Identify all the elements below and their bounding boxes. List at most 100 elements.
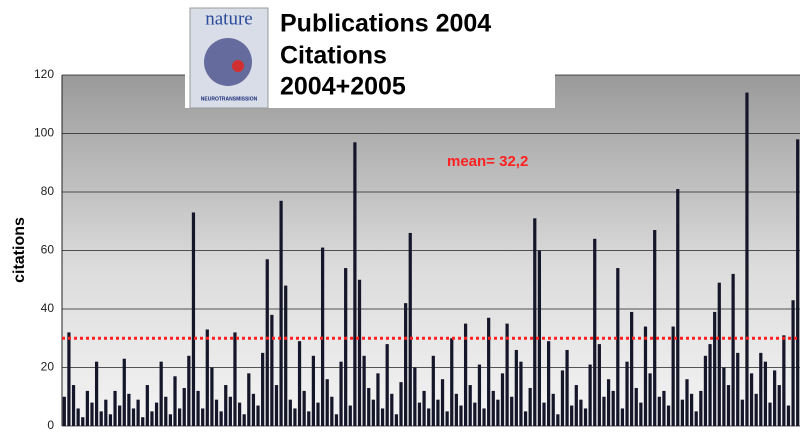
bar bbox=[86, 391, 89, 426]
bar bbox=[275, 385, 278, 426]
bar bbox=[482, 408, 485, 426]
bar bbox=[552, 394, 555, 426]
bar bbox=[658, 397, 661, 426]
bar bbox=[326, 379, 329, 426]
y-axis-label: citations bbox=[11, 217, 28, 283]
bar bbox=[478, 365, 481, 426]
y-tick-label: 60 bbox=[41, 243, 55, 257]
bar bbox=[381, 408, 384, 426]
bar bbox=[621, 408, 624, 426]
bar bbox=[764, 362, 767, 426]
bar bbox=[718, 283, 721, 426]
bar bbox=[768, 403, 771, 426]
bar bbox=[732, 274, 735, 426]
bar bbox=[459, 406, 462, 426]
bar bbox=[104, 400, 107, 426]
bar bbox=[487, 318, 490, 426]
bar bbox=[100, 411, 103, 426]
bar bbox=[123, 359, 126, 426]
bar bbox=[353, 142, 356, 426]
bar bbox=[210, 368, 213, 427]
bar bbox=[773, 370, 776, 426]
bar bbox=[67, 332, 70, 426]
bar bbox=[791, 300, 794, 426]
bar bbox=[187, 356, 190, 426]
bar bbox=[579, 400, 582, 426]
bar bbox=[695, 411, 698, 426]
bar bbox=[215, 400, 218, 426]
bar bbox=[473, 403, 476, 426]
bar bbox=[593, 239, 596, 426]
bar bbox=[524, 411, 527, 426]
bar bbox=[279, 201, 282, 426]
bar bbox=[344, 268, 347, 426]
bar bbox=[427, 408, 430, 426]
bar bbox=[289, 400, 292, 426]
title-line: Citations bbox=[280, 42, 387, 70]
bar bbox=[681, 400, 684, 426]
y-tick-label: 20 bbox=[41, 360, 55, 374]
chart: 020406080100120 nature NEUROTRANSMISSION… bbox=[0, 0, 800, 445]
bar bbox=[422, 391, 425, 426]
bar bbox=[570, 406, 573, 426]
mean-annotation: mean= 32,2 bbox=[447, 153, 528, 170]
y-tick-label: 0 bbox=[47, 418, 54, 432]
bar bbox=[312, 356, 315, 426]
bar bbox=[173, 376, 176, 426]
bar bbox=[510, 397, 513, 426]
bar bbox=[469, 385, 472, 426]
bar bbox=[399, 382, 402, 426]
bar bbox=[247, 373, 250, 426]
bar bbox=[183, 388, 186, 426]
bar bbox=[455, 394, 458, 426]
bar bbox=[542, 403, 545, 426]
bar bbox=[72, 385, 75, 426]
bar bbox=[339, 362, 342, 426]
bar bbox=[141, 417, 144, 426]
bar bbox=[612, 391, 615, 426]
bar bbox=[386, 344, 389, 426]
bar bbox=[266, 259, 269, 426]
bar bbox=[95, 362, 98, 426]
bar bbox=[229, 397, 232, 426]
bar bbox=[561, 370, 564, 426]
bar bbox=[750, 373, 753, 426]
bar bbox=[372, 400, 375, 426]
bar bbox=[436, 400, 439, 426]
bar bbox=[676, 189, 679, 426]
bar bbox=[616, 268, 619, 426]
bar bbox=[413, 368, 416, 427]
bar bbox=[233, 332, 236, 426]
bar bbox=[630, 312, 633, 426]
bar bbox=[155, 403, 158, 426]
bar bbox=[316, 403, 319, 426]
bar bbox=[113, 391, 116, 426]
bar bbox=[713, 312, 716, 426]
y-tick-label: 40 bbox=[41, 301, 55, 315]
bar bbox=[565, 350, 568, 426]
bar bbox=[727, 385, 730, 426]
bar bbox=[759, 353, 762, 426]
bar bbox=[432, 356, 435, 426]
bar bbox=[358, 280, 361, 426]
bar bbox=[778, 385, 781, 426]
bar bbox=[252, 394, 255, 426]
bar bbox=[243, 414, 246, 426]
bar bbox=[515, 350, 518, 426]
bar bbox=[625, 362, 628, 426]
bar bbox=[293, 408, 296, 426]
bar bbox=[667, 406, 670, 426]
bar bbox=[284, 286, 287, 426]
bar bbox=[146, 385, 149, 426]
bar bbox=[755, 394, 758, 426]
bar bbox=[782, 335, 785, 426]
bar bbox=[584, 408, 587, 426]
bar bbox=[404, 303, 407, 426]
bar bbox=[662, 391, 665, 426]
bar bbox=[644, 327, 647, 426]
bar bbox=[648, 373, 651, 426]
bar bbox=[169, 414, 172, 426]
bar bbox=[376, 373, 379, 426]
bar bbox=[238, 403, 241, 426]
bar bbox=[178, 408, 181, 426]
